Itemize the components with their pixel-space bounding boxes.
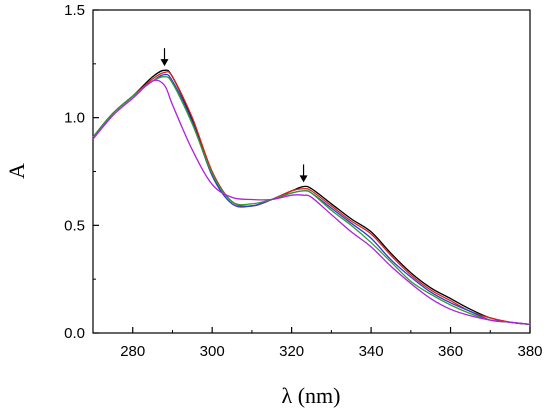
plot-frame [92, 9, 531, 334]
x-tick-label: 380 [517, 343, 542, 360]
series-line-4 [92, 76, 531, 326]
series-line-2 [92, 70, 531, 326]
y-tick-label: 0.5 [64, 217, 85, 234]
y-axis-title: A [4, 163, 29, 179]
x-tick-label: 320 [279, 343, 304, 360]
series-line-3 [92, 73, 531, 326]
series-line-5 [92, 79, 531, 326]
x-tick-label: 280 [120, 343, 145, 360]
y-tick-label: 1.0 [64, 110, 85, 127]
y-tick-label: 1.5 [64, 2, 85, 19]
series-line-1 [92, 69, 531, 326]
x-tick-label: 360 [438, 343, 463, 360]
down-arrow-icon [299, 164, 308, 183]
x-tick-label: 300 [200, 343, 225, 360]
annotation-arrows [160, 48, 308, 183]
x-tick-label: 340 [359, 343, 384, 360]
axis-ticks: 280 300 320 340 360 380 0.0 0.5 1.0 1.5 [64, 2, 542, 360]
down-arrow-icon [160, 48, 169, 67]
y-tick-label: 0.0 [64, 325, 85, 342]
series-group [92, 69, 531, 326]
x-axis-title: λ (nm) [282, 383, 341, 408]
